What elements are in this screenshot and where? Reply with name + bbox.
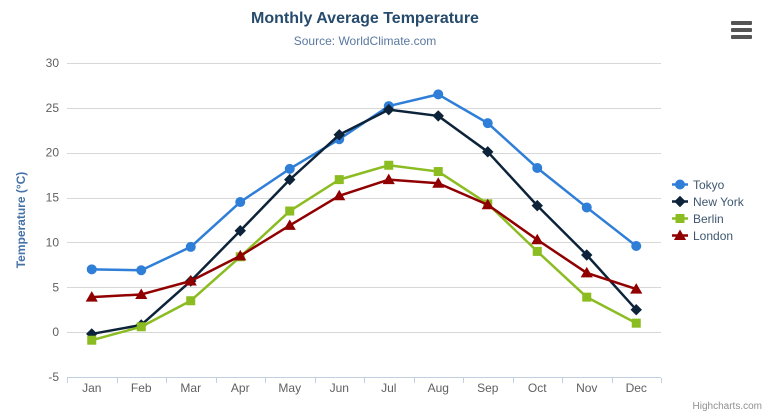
point-new-york-nov[interactable] xyxy=(581,249,593,261)
point-tokyo-aug[interactable] xyxy=(433,89,444,100)
y-axis-label-10: 10 xyxy=(46,235,60,249)
point-new-york-may[interactable] xyxy=(284,173,296,186)
point-berlin-jul[interactable] xyxy=(384,160,394,170)
legend-marker[interactable] xyxy=(674,195,686,208)
legend-item-london[interactable]: London xyxy=(672,227,744,244)
x-axis-label-jan: Jan xyxy=(82,381,101,395)
x-axis-label-nov: Nov xyxy=(576,381,597,395)
legend-label: Berlin xyxy=(693,211,724,226)
point-london-mar[interactable] xyxy=(184,275,197,286)
point-berlin-nov[interactable] xyxy=(582,292,592,302)
y-axis-labels: -5 0 5 10 15 20 25 30 xyxy=(46,56,60,384)
circle-marker-icon xyxy=(672,179,688,190)
diamond-marker-icon xyxy=(672,195,688,208)
point-tokyo-sep[interactable] xyxy=(482,118,493,129)
credits-link[interactable]: Highcharts.com xyxy=(692,401,762,412)
point-tokyo-dec[interactable] xyxy=(631,241,642,252)
legend-item-tokyo[interactable]: Tokyo xyxy=(672,176,744,193)
x-axis-label-dec: Dec xyxy=(626,381,647,395)
legend-label: London xyxy=(693,228,734,243)
point-tokyo-apr[interactable] xyxy=(235,197,246,208)
y-axis-label-15: 15 xyxy=(46,191,60,205)
point-london-jan[interactable] xyxy=(85,291,98,302)
point-london-aug[interactable] xyxy=(432,177,445,188)
point-tokyo-feb[interactable] xyxy=(136,265,147,276)
point-new-york-oct[interactable] xyxy=(531,199,543,212)
series-line-berlin[interactable] xyxy=(90,164,638,342)
x-axis-label-feb: Feb xyxy=(131,381,152,395)
chart-title: Monthly Average Temperature xyxy=(251,10,479,27)
y-axis-label-20: 20 xyxy=(46,146,60,160)
point-berlin-feb[interactable] xyxy=(136,322,146,332)
legend-marker[interactable] xyxy=(675,214,685,223)
point-london-jun[interactable] xyxy=(333,189,346,201)
y-axis-label-25: 25 xyxy=(46,101,60,115)
legend-item-new-york[interactable]: New York xyxy=(672,193,744,210)
point-berlin-jan[interactable] xyxy=(87,335,97,345)
series-tokyo xyxy=(86,89,642,276)
point-berlin-may[interactable] xyxy=(285,206,295,216)
y-axis-label-30: 30 xyxy=(46,56,60,70)
point-london-may[interactable] xyxy=(283,219,296,230)
point-london-dec[interactable] xyxy=(630,283,643,294)
hamburger-icon xyxy=(731,21,752,39)
point-new-york-dec[interactable] xyxy=(630,304,642,316)
y-axis-label-0: 0 xyxy=(52,325,59,339)
point-london-apr[interactable] xyxy=(234,249,247,261)
point-london-sep[interactable] xyxy=(481,198,494,210)
triangle-marker-icon xyxy=(672,229,688,240)
x-axis-label-apr: Apr xyxy=(231,381,250,395)
point-new-york-jun[interactable] xyxy=(333,129,345,141)
legend-label: Tokyo xyxy=(693,177,725,192)
point-london-feb[interactable] xyxy=(135,288,148,299)
point-new-york-sep[interactable] xyxy=(482,146,494,158)
context-menu-button[interactable] xyxy=(728,18,755,42)
point-berlin-oct[interactable] xyxy=(532,246,542,256)
series-new-york xyxy=(86,103,642,340)
x-axis-label-aug: Aug xyxy=(428,381,449,395)
series-line-london[interactable] xyxy=(90,178,638,299)
series-london xyxy=(85,173,643,302)
point-new-york-aug[interactable] xyxy=(432,110,444,122)
x-axis-label-jun: Jun xyxy=(330,381,349,395)
point-tokyo-nov[interactable] xyxy=(581,202,592,213)
point-tokyo-oct[interactable] xyxy=(532,162,543,173)
x-axis-label-oct: Oct xyxy=(528,381,547,395)
point-tokyo-may[interactable] xyxy=(284,163,295,174)
point-london-jul[interactable] xyxy=(382,173,395,185)
point-tokyo-mar[interactable] xyxy=(185,241,196,252)
x-axis-label-mar: Mar xyxy=(180,381,201,395)
y-gridlines xyxy=(67,63,661,378)
point-new-york-jul[interactable] xyxy=(383,103,395,116)
legend: Tokyo New York Berlin London xyxy=(672,176,744,244)
chart-subtitle: Source: WorldClimate.com xyxy=(293,34,437,48)
y-axis-title: Temperature (°C) xyxy=(14,171,28,269)
point-new-york-apr[interactable] xyxy=(234,225,246,237)
legend-label: New York xyxy=(693,194,744,209)
legend-item-berlin[interactable]: Berlin xyxy=(672,210,744,227)
point-berlin-jun[interactable] xyxy=(334,175,344,185)
point-tokyo-jan[interactable] xyxy=(86,264,97,275)
series-line-new-york[interactable] xyxy=(90,108,638,336)
point-berlin-aug[interactable] xyxy=(433,167,443,177)
legend-marker[interactable] xyxy=(673,229,687,240)
y-axis-label-5: 5 xyxy=(52,280,59,294)
series-line-tokyo[interactable] xyxy=(90,93,638,272)
legend-marker[interactable] xyxy=(675,179,685,190)
x-axis-label-sep: Sep xyxy=(477,381,499,395)
x-axis: Jan Feb Mar Apr May Jun Jul Aug Sep Oct Nov Dec xyxy=(67,377,662,395)
point-berlin-dec[interactable] xyxy=(631,318,641,328)
x-axis-label-jul: Jul xyxy=(381,381,396,395)
square-marker-icon xyxy=(672,214,688,223)
y-axis-label--5: -5 xyxy=(48,370,59,384)
point-london-oct[interactable] xyxy=(531,233,544,245)
x-axis-label-may: May xyxy=(278,381,301,395)
point-berlin-mar[interactable] xyxy=(186,296,196,306)
point-london-nov[interactable] xyxy=(580,266,593,278)
